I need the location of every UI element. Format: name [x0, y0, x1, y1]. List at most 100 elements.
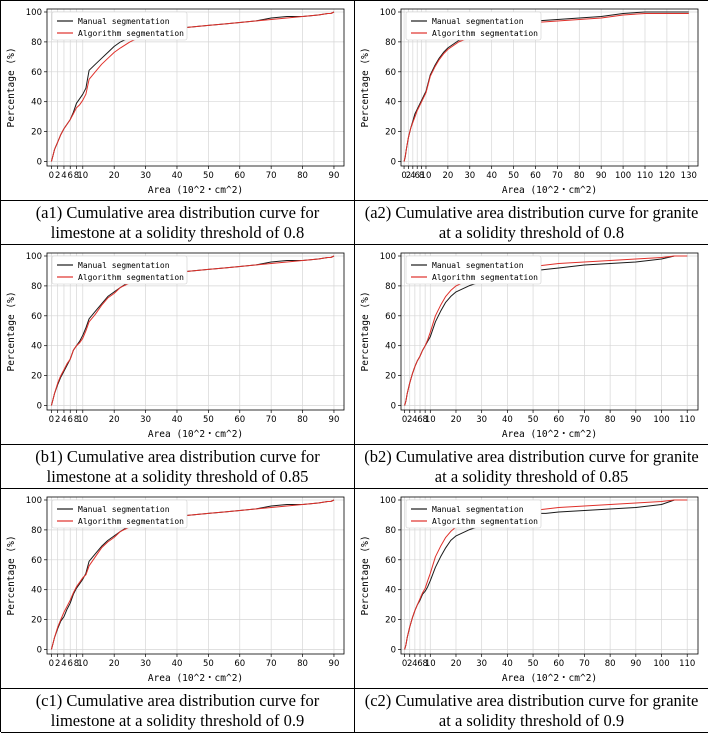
- y-axis-label: Percentage (%): [360, 535, 371, 615]
- legend-box: [405, 255, 542, 285]
- legend-box: [405, 11, 542, 41]
- chart-c2: 0 2 4 6 810 20 30 40 50 60 70 80 90 100 11002040608010…: [360, 496, 699, 684]
- x-tick-label: 90: [596, 171, 607, 181]
- x-tick-label: 80: [297, 659, 308, 669]
- x-tick-label: 80: [605, 415, 616, 425]
- x-tick-label: 110: [679, 659, 695, 669]
- series-line-algorithm: [50, 255, 335, 406]
- plot-frame: [46, 252, 345, 411]
- chart-panel-c1: 0 2 4 6 8 10 20 30 40 50 60 70 80 90 0 20 40 60 80 100 Area …: [1, 489, 355, 689]
- x-tick-label: 90: [329, 659, 340, 669]
- x-tick-label: 80: [605, 659, 616, 669]
- x-tick-label: 20: [451, 659, 462, 669]
- legend-label: Manual segmentation: [78, 17, 170, 26]
- series-line-manual: [403, 11, 689, 162]
- y-tick-label: 80: [385, 38, 396, 48]
- y-tick-label: 60: [31, 68, 42, 78]
- legend-box: [51, 499, 188, 529]
- legend-label: Algorithm segmentation: [432, 273, 538, 282]
- y-tick-label: 40: [31, 586, 42, 596]
- x-tick-label: 70: [579, 415, 590, 425]
- x-tick-label: 10: [421, 171, 432, 181]
- legend-label: Algorithm segmentation: [78, 517, 184, 526]
- x-tick-label: 10: [77, 659, 88, 669]
- series-line-algorithm: [404, 255, 688, 406]
- x-tick-label: 20: [451, 415, 462, 425]
- x-tick-label: 90: [329, 415, 340, 425]
- x-tick-label: 100: [653, 415, 669, 425]
- y-tick-label: 40: [385, 98, 396, 108]
- x-tick-label: 2: [55, 659, 60, 669]
- x-tick-label: 110: [637, 171, 653, 181]
- y-tick-label: 60: [385, 556, 396, 566]
- legend-label: Algorithm segmentation: [78, 29, 184, 38]
- legend-label: Manual segmentation: [432, 261, 524, 270]
- plot-frame: [400, 8, 699, 167]
- x-tick-label: 0: [402, 659, 407, 669]
- x-tick-label: 8: [422, 415, 427, 425]
- x-tick-label: 4: [61, 415, 66, 425]
- x-tick-label: 70: [266, 415, 277, 425]
- legend: Manual segmentation Algorithm segmentatio…: [405, 255, 542, 285]
- y-tick-label: 20: [385, 128, 396, 138]
- x-tick-label: 4: [61, 659, 66, 669]
- x-tick-label: 100: [653, 659, 669, 669]
- y-tick-label: 80: [31, 38, 42, 48]
- y-tick-label: 20: [385, 372, 396, 382]
- y-tick-label: 100: [26, 8, 42, 18]
- y-axis-label: Percentage (%): [360, 291, 371, 371]
- chart-a1: 0 2 4 6 810 20 30 40 50 60 70 80 90020406080100Area …: [6, 8, 345, 196]
- y-tick-label: 60: [385, 312, 396, 322]
- x-axis-label: Area (10^2・cm^2): [148, 673, 243, 684]
- legend-box: [51, 11, 188, 41]
- x-tick-label: 60: [234, 415, 245, 425]
- legend-label: Manual segmentation: [78, 261, 170, 270]
- x-tick-label: 50: [508, 171, 519, 181]
- x-tick-label: 40: [172, 171, 183, 181]
- caption-a1: (a1) Cumulative area distribution curve …: [1, 201, 355, 245]
- x-tick-label: 6: [68, 415, 73, 425]
- x-tick-label: 30: [140, 171, 151, 181]
- x-tick-label: 8: [74, 659, 79, 669]
- series-line-manual: [50, 255, 335, 406]
- plot-frame: [46, 496, 345, 655]
- x-tick-label: 70: [266, 171, 277, 181]
- y-tick-label: 80: [31, 282, 42, 292]
- x-tick-label: 40: [502, 415, 513, 425]
- x-tick-label: 6: [417, 659, 422, 669]
- x-tick-label: 90: [329, 171, 340, 181]
- y-tick-label: 20: [31, 616, 42, 626]
- legend-label: Manual segmentation: [432, 505, 524, 514]
- chart-panel-c2: 0 2 4 6 8 10 20 30 40 50 60 70 80 90 100 110 0 20 40 60 80 10…: [355, 489, 708, 689]
- x-tick-label: 60: [234, 171, 245, 181]
- legend-label: Algorithm segmentation: [78, 273, 184, 282]
- x-tick-label: 50: [528, 415, 539, 425]
- legend: Manual segmentation Algorithm segmentatio…: [51, 499, 188, 529]
- legend: Manual segmentation Algorithm segmentatio…: [51, 11, 188, 41]
- x-tick-label: 60: [530, 171, 541, 181]
- x-tick-label: 40: [486, 171, 497, 181]
- y-tick-label: 100: [26, 252, 42, 262]
- x-tick-label: 130: [681, 171, 697, 181]
- legend-label: Manual segmentation: [78, 505, 170, 514]
- x-tick-label: 2: [407, 659, 412, 669]
- x-tick-label: 2: [55, 171, 60, 181]
- chart-b1: 0 2 4 6 810 20 30 40 50 60 70 80 90020406080100Area …: [6, 252, 345, 440]
- y-tick-label: 100: [380, 252, 396, 262]
- legend-box: [51, 255, 188, 285]
- x-tick-label: 2: [55, 415, 60, 425]
- series-line-algorithm: [50, 499, 335, 650]
- y-tick-label: 0: [37, 402, 42, 412]
- caption-b2: (b2) Cumulative area distribution curve …: [355, 445, 708, 489]
- chart-c1: 0 2 4 6 810 20 30 40 50 60 70 80 90020406080100Area …: [6, 496, 345, 684]
- plot-frame: [400, 252, 699, 411]
- y-tick-label: 20: [385, 616, 396, 626]
- x-tick-label: 20: [109, 171, 120, 181]
- x-tick-label: 100: [615, 171, 631, 181]
- x-tick-label: 20: [109, 415, 120, 425]
- legend: Manual segmentation Algorithm segmentatio…: [405, 499, 542, 529]
- x-axis-label: Area (10^2・cm^2): [502, 429, 597, 440]
- x-tick-label: 50: [203, 659, 214, 669]
- x-tick-label: 0: [402, 415, 407, 425]
